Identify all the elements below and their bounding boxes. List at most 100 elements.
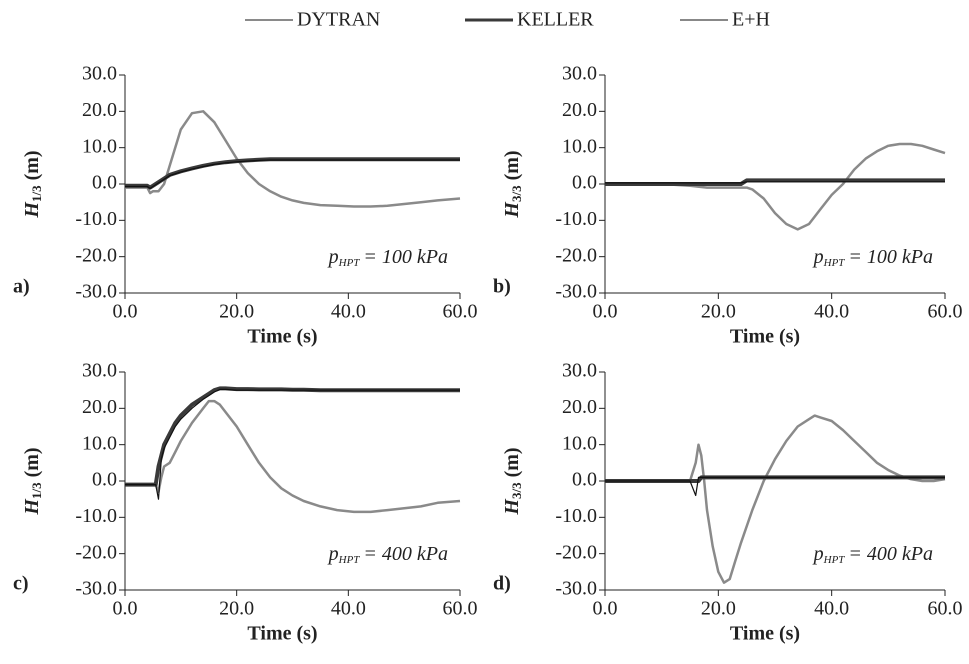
y-title-subscript: 3/3: [509, 482, 524, 499]
panel: -30.0 -20.0 -10.0 0.0 10.0 20.0 30.0 0.0 20.0 40.…: [13, 360, 478, 645]
x-tick-label: 0.0: [593, 301, 618, 323]
y-title-subscript: 1/3: [29, 482, 44, 499]
y-title-symbol: H: [21, 201, 43, 219]
annotation-subscript: HPT: [338, 554, 361, 566]
y-title-subscript: 3/3: [509, 185, 524, 202]
y-axis-title: H1/3 (m): [21, 447, 44, 515]
x-tick-label: 40.0: [814, 301, 849, 323]
y-tick-label: -20.0: [555, 541, 597, 563]
annotation-text: = 100 kPa: [363, 246, 448, 268]
y-tick-label: 10.0: [562, 432, 597, 454]
panel: -30.0 -20.0 -10.0 0.0 10.0 20.0 30.0 0.0 20.0 40.…: [493, 360, 963, 645]
x-tick-label: 20.0: [219, 301, 254, 323]
annotation-symbol: p: [327, 543, 339, 565]
x-tick-label: 60.0: [928, 301, 963, 323]
y-tick-label: 30.0: [82, 63, 117, 85]
y-tick-label: -30.0: [555, 578, 597, 600]
y-tick-label: -10.0: [75, 505, 117, 527]
y-tick-label: 0.0: [92, 469, 117, 491]
y-tick-label: 20.0: [562, 99, 597, 121]
y-tick-label: 30.0: [82, 360, 117, 382]
x-tick-label: 0.0: [113, 301, 138, 323]
series-line: [125, 388, 460, 500]
y-tick-label: 0.0: [92, 172, 117, 194]
panel-label: d): [493, 573, 511, 595]
y-tick-label: -30.0: [75, 578, 117, 600]
series-line: [125, 159, 460, 189]
y-title-symbol: H: [21, 498, 43, 516]
annotation: pHPT = 100 kPa: [812, 246, 933, 269]
annotation-text: = 400 kPa: [363, 543, 448, 565]
annotation: pHPT = 100 kPa: [327, 246, 448, 269]
y-tick-label: 20.0: [82, 396, 117, 418]
series-line: [125, 386, 460, 487]
y-tick-label: 0.0: [572, 172, 597, 194]
legend-label: DYTRAN: [297, 9, 380, 31]
y-title-unit: (m): [21, 447, 43, 477]
legend-label: KELLER: [517, 9, 594, 31]
x-tick-label: 0.0: [113, 598, 138, 620]
annotation-symbol: p: [812, 543, 824, 565]
series-line: [605, 414, 946, 584]
x-tick-label: 20.0: [701, 598, 736, 620]
y-tick-label: -30.0: [75, 281, 117, 303]
series-line: [605, 181, 945, 184]
panel-label: b): [493, 276, 511, 298]
y-tick-label: -30.0: [555, 281, 597, 303]
x-tick-label: 60.0: [928, 598, 963, 620]
y-title-symbol: H: [501, 201, 523, 219]
x-tick-label: 20.0: [219, 598, 254, 620]
x-tick-label: 20.0: [701, 301, 736, 323]
series-line: [605, 142, 946, 231]
annotation-text: = 400 kPa: [848, 543, 933, 565]
x-axis-title: Time (s): [247, 623, 317, 645]
annotation-symbol: p: [327, 246, 339, 268]
y-tick-label: -10.0: [555, 208, 597, 230]
x-axis-title: Time (s): [730, 326, 800, 348]
y-tick-label: 20.0: [562, 396, 597, 418]
y-tick-label: -20.0: [75, 244, 117, 266]
y-tick-label: 10.0: [562, 135, 597, 157]
y-title-unit: (m): [501, 447, 523, 477]
panel-label: c): [13, 573, 29, 595]
y-tick-label: -10.0: [555, 505, 597, 527]
y-title-unit: (m): [21, 150, 43, 180]
x-tick-label: 40.0: [331, 301, 366, 323]
y-title-subscript: 1/3: [29, 185, 44, 202]
y-tick-label: -20.0: [75, 541, 117, 563]
x-tick-label: 0.0: [593, 598, 618, 620]
x-tick-label: 60.0: [443, 598, 478, 620]
y-tick-label: -20.0: [555, 244, 597, 266]
panel: -30.0 -20.0 -10.0 0.0 10.0 20.0 30.0 0.0 20.0 40.…: [13, 63, 478, 348]
y-axis-title: H1/3 (m): [21, 150, 44, 218]
y-tick-label: 30.0: [562, 63, 597, 85]
x-tick-label: 60.0: [443, 301, 478, 323]
series-line: [125, 399, 461, 514]
annotation: pHPT = 400 kPa: [327, 543, 448, 566]
annotation-text: = 100 kPa: [848, 246, 933, 268]
y-tick-label: 10.0: [82, 432, 117, 454]
y-tick-label: 20.0: [82, 99, 117, 121]
y-tick-label: 30.0: [562, 360, 597, 382]
series-line: [605, 178, 945, 186]
x-axis-title: Time (s): [247, 326, 317, 348]
annotation-subscript: HPT: [823, 554, 846, 566]
x-tick-label: 40.0: [814, 598, 849, 620]
x-axis-title: Time (s): [730, 623, 800, 645]
y-title-symbol: H: [501, 498, 523, 516]
y-axis-title: H3/3 (m): [501, 150, 524, 218]
panel-label: a): [13, 276, 30, 298]
panel: -30.0 -20.0 -10.0 0.0 10.0 20.0 30.0 0.0 20.0 40.…: [493, 63, 963, 348]
y-tick-label: -10.0: [75, 208, 117, 230]
annotation-subscript: HPT: [823, 257, 846, 269]
series-line: [125, 110, 461, 208]
series-line: [605, 476, 945, 497]
y-tick-label: 10.0: [82, 135, 117, 157]
x-tick-label: 40.0: [331, 598, 366, 620]
y-tick-label: 0.0: [572, 469, 597, 491]
annotation: pHPT = 400 kPa: [812, 543, 933, 566]
legend-label: E+H: [732, 9, 770, 31]
annotation-symbol: p: [812, 246, 824, 268]
y-axis-title: H3/3 (m): [501, 447, 524, 515]
